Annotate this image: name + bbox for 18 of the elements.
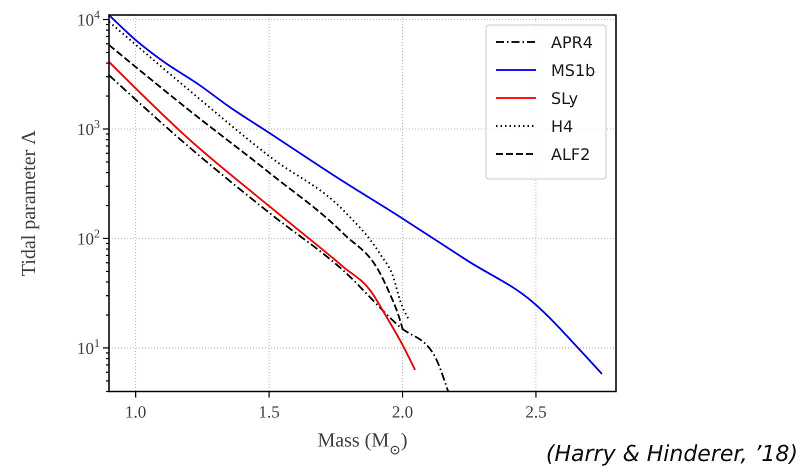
x-tick-label: 1.0: [125, 402, 146, 422]
x-axis-title: Mass (M$_{⊙}$): [317, 430, 408, 458]
legend-label: MS1b: [551, 61, 596, 80]
text: (Harry & Hinderer, ’18): [546, 442, 798, 467]
y-tick-label: 10$^{1}$: [77, 336, 100, 358]
y-tick-label: 10$^{4}$: [77, 8, 100, 30]
x-tick-label: 1.5: [258, 402, 280, 422]
y-tick-label: 10$^{2}$: [77, 226, 100, 248]
x-tick-label: 2.5: [525, 402, 547, 422]
y-tick-label: 10$^{3}$: [77, 117, 100, 139]
legend-label: H4: [551, 117, 574, 136]
legend-label: APR4: [551, 33, 593, 52]
legend-label: SLy: [551, 89, 578, 108]
y-axis-title: Tidal parameter Λ: [18, 130, 40, 276]
x-tick-label: 2.0: [392, 402, 414, 422]
legend-label: ALF2: [551, 145, 590, 164]
line-series: [109, 61, 416, 371]
line-series: [109, 15, 603, 375]
